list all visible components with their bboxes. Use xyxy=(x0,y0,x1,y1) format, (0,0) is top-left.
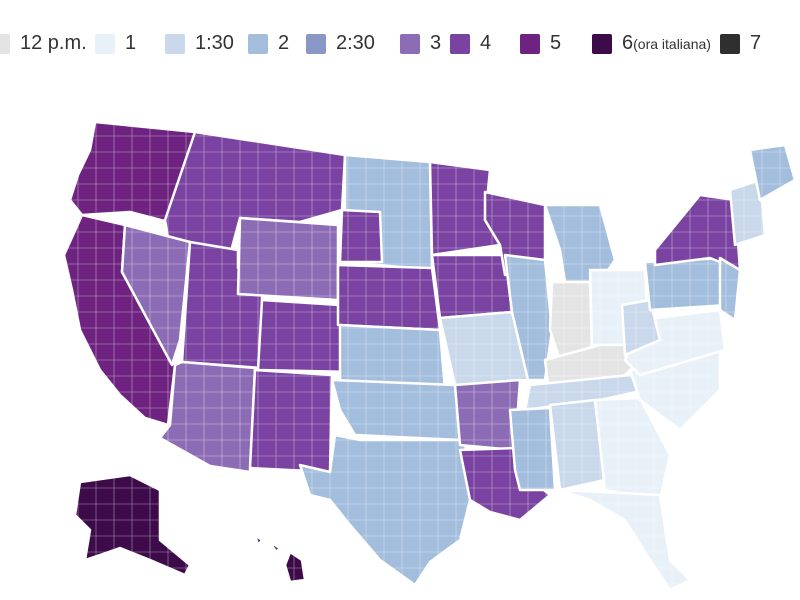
legend-swatch xyxy=(450,34,470,54)
legend-label: 6(ora italiana) xyxy=(622,30,711,57)
region-new-york xyxy=(653,193,742,272)
legend-label-text: 3 xyxy=(430,32,442,54)
us-county-map xyxy=(62,120,797,592)
legend-swatch xyxy=(95,34,115,54)
legend-swatch xyxy=(520,34,540,54)
legend-label: 1 xyxy=(125,30,136,56)
legend-swatch xyxy=(165,34,185,54)
region-wyoming xyxy=(236,216,340,302)
legend-label-text: 2:30 xyxy=(336,32,375,54)
legend-label-text: 6 xyxy=(622,32,634,54)
legend-label-text: 1:30 xyxy=(195,32,234,54)
legend-label: 4 xyxy=(480,30,491,56)
legend-label: 2:30 xyxy=(336,30,375,56)
legend-label: 1:30 xyxy=(195,30,234,56)
region-south-dakota-west xyxy=(338,208,384,264)
region-west-virginia xyxy=(620,298,662,357)
region-iowa xyxy=(430,253,514,320)
legend-label-text: 12 p.m. xyxy=(20,32,87,54)
legend-swatch xyxy=(592,34,612,54)
map-regions xyxy=(62,120,797,592)
legend-label-text: 5 xyxy=(550,32,562,54)
legend-label: 2 xyxy=(278,30,289,56)
legend-label-text: 7 xyxy=(750,32,762,54)
region-new-england xyxy=(728,178,767,247)
legend-label: 5 xyxy=(550,30,561,56)
time-legend: 12 p.m. 1 1:30 2 2:30 3 4 5 6(ora italiana) 7 xyxy=(0,0,800,80)
legend-swatch xyxy=(720,34,740,54)
region-georgia xyxy=(593,396,672,502)
region-arizona xyxy=(158,360,257,474)
region-hawaii xyxy=(253,533,307,584)
region-maine xyxy=(748,143,797,202)
legend-label: 12 p.m. xyxy=(20,30,87,56)
region-new-mexico xyxy=(248,368,334,474)
legend-label: 7 xyxy=(750,30,761,56)
legend-label-note: (ora italiana) xyxy=(633,36,711,52)
legend-label-text: 2 xyxy=(278,32,290,54)
legend-swatch xyxy=(400,34,420,54)
legend-label-text: 1 xyxy=(125,32,137,54)
region-mississippi xyxy=(508,406,557,492)
region-oklahoma xyxy=(330,378,462,442)
legend-label-text: 4 xyxy=(480,32,492,54)
region-alaska xyxy=(73,473,192,577)
region-new-jersey xyxy=(718,256,742,322)
legend-swatch xyxy=(306,34,326,54)
legend-swatch xyxy=(248,34,268,54)
legend-label: 3 xyxy=(430,30,441,56)
region-tennessee xyxy=(523,373,647,412)
region-nebraska xyxy=(336,263,442,332)
legend-swatch xyxy=(0,34,10,54)
region-florida xyxy=(558,488,692,592)
